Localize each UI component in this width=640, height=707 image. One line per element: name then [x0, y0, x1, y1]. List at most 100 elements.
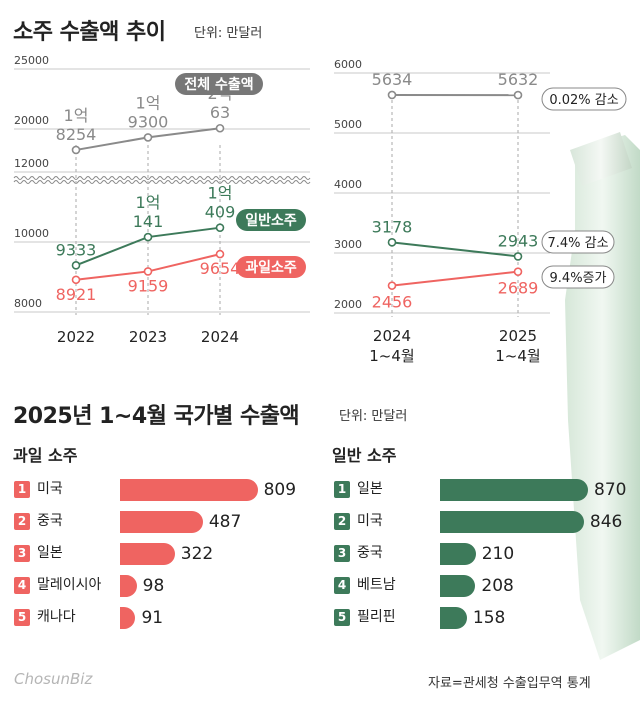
y-tick-label: 25000 [14, 55, 49, 67]
y-tick-label: 12000 [14, 157, 49, 170]
fruit-point [513, 267, 523, 276]
country-label: 미국 [37, 481, 63, 497]
total-data-label: 1억 [64, 106, 89, 125]
fruit-data-label: 2456 [372, 293, 413, 312]
bar-row: 1 미국 809 [0, 478, 320, 502]
x-tick-label: 2024 [201, 328, 239, 346]
fruit-data-label: 8921 [56, 285, 97, 304]
rank-badge: 2 [334, 513, 350, 530]
bar-value-label: 809 [263, 480, 297, 500]
general-series-line [391, 241, 519, 258]
bar-value-label: 158 [472, 608, 506, 628]
bar-value-label: 91 [141, 608, 164, 628]
bar [120, 543, 175, 565]
general-data-label: 1억 [136, 193, 161, 212]
bar-value-label: 322 [180, 544, 214, 564]
general-point [71, 261, 81, 270]
y-tick-label: 20000 [14, 114, 49, 127]
change-callout [541, 87, 627, 111]
change-callout [541, 230, 615, 254]
general-point [387, 238, 397, 247]
bar-value-label: 208 [481, 576, 514, 596]
bar-row: 4 베트남 208 [320, 574, 640, 598]
bar-value-label: 487 [208, 512, 242, 532]
change-callout-label: 9.4%증가 [550, 271, 607, 286]
x-tick-label: 1~4월 [495, 347, 540, 365]
fruit-series-line [391, 270, 519, 287]
bar [440, 511, 584, 533]
rank-badge: 5 [14, 609, 30, 626]
total-data-label: 9300 [128, 112, 169, 131]
bar [120, 511, 203, 533]
bar [120, 607, 136, 629]
axis-break-wave [13, 176, 311, 180]
total-legend-tag [175, 73, 263, 95]
general-data-label: 3178 [372, 217, 413, 236]
bar-value-label: 870 [594, 480, 627, 500]
bar-value-label: 846 [589, 512, 623, 532]
rank-badge: 3 [334, 545, 350, 562]
source-note: 자료=관세청 수출입무역 통계 [428, 676, 591, 691]
country-label: 중국 [37, 513, 63, 529]
y-tick-label: 6000 [334, 58, 362, 71]
fruit-soju-bar-chart: 1 미국 809 2 중국 487 3 일본 322 4 말레이시아 98 5 캐나다 91 [0, 478, 320, 638]
general-soju-bar-chart: 1 일본 870 2 미국 846 3 중국 210 4 베트남 208 5 필리핀 158 [320, 478, 640, 638]
change-callout [541, 265, 615, 289]
bar-value-label: 98 [142, 576, 165, 596]
general-point [513, 252, 523, 261]
total-data-label: 5632 [498, 70, 539, 89]
bar-row: 2 미국 846 [320, 510, 640, 534]
bar [440, 479, 588, 501]
rank-badge: 1 [14, 481, 30, 498]
general-soju-title: 일반 소주 [332, 446, 397, 465]
y-tick-label: 8000 [14, 297, 42, 310]
country-label: 미국 [357, 513, 383, 529]
general-data-label: 2943 [498, 231, 539, 250]
total-point [387, 90, 397, 100]
x-tick-label: 2022 [57, 328, 95, 346]
bar-row: 5 필리핀 158 [320, 606, 640, 630]
rank-badge: 1 [334, 481, 350, 498]
bar [440, 607, 467, 629]
country-label: 일본 [37, 545, 63, 561]
x-tick-label: 2024 [373, 327, 411, 345]
change-callout-label: 7.4% 감소 [547, 236, 608, 251]
bar-row: 3 일본 322 [0, 542, 320, 566]
general-data-label: 409 [205, 203, 236, 222]
fruit-legend-tag [236, 256, 306, 278]
x-tick-label: 2025 [499, 327, 537, 345]
total-data-label: 5634 [372, 70, 413, 89]
total-point [71, 145, 81, 155]
country-label: 베트남 [357, 577, 396, 593]
country-label: 중국 [357, 545, 383, 561]
fruit-point [215, 249, 225, 259]
country-label: 필리핀 [357, 609, 396, 625]
country-label: 말레이시아 [37, 577, 102, 593]
total-data-label: 8254 [56, 125, 97, 144]
jan-apr-export-chart: 6000 5000 4000 3000 2000 2024 1~4월 2025 1~4월 5634… [334, 58, 627, 365]
section2-unit-label: 단위: 만달러 [339, 409, 408, 424]
rank-badge: 4 [334, 577, 350, 594]
section2-title: 2025년 1~4월 국가별 수출액 [13, 404, 300, 429]
general-point [143, 232, 153, 242]
general-data-label: 9333 [56, 240, 97, 259]
rank-badge: 5 [334, 609, 350, 626]
y-tick-label: 5000 [334, 118, 362, 131]
bar-row: 4 말레이시아 98 [0, 574, 320, 598]
total-legend-label: 전체 수출액 [184, 76, 253, 93]
axis-break-wave [13, 180, 311, 184]
fruit-point [143, 267, 153, 276]
chosunbiz-logo: ChosunBiz [14, 670, 93, 688]
y-tick-label: 2000 [334, 298, 362, 311]
total-point [215, 123, 225, 133]
total-point [513, 90, 523, 100]
fruit-soju-title: 과일 소주 [13, 446, 78, 465]
general-data-label: 141 [133, 212, 164, 231]
rank-badge: 2 [14, 513, 30, 530]
rank-badge: 3 [14, 545, 30, 562]
bar-row: 5 캐나다 91 [0, 606, 320, 630]
general-data-label: 1억 [208, 184, 233, 203]
bar-row: 1 일본 870 [320, 478, 640, 502]
x-tick-label: 2023 [129, 328, 167, 346]
